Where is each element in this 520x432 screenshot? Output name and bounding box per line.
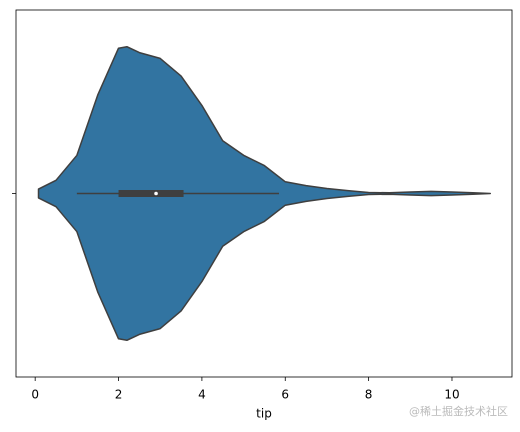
x-tick-label: 8 (365, 388, 373, 402)
x-axis-label: tip (256, 407, 272, 421)
watermark: @稀土掘金技术社区 (409, 404, 508, 418)
x-tick-label: 10 (444, 388, 459, 402)
x-tick-label: 4 (198, 388, 206, 402)
box (118, 190, 184, 197)
axes-frame (15, 9, 513, 378)
x-tick-label: 2 (115, 388, 123, 402)
x-tick-label: 6 (281, 388, 289, 402)
x-tick-label: 0 (31, 388, 39, 402)
median (154, 191, 158, 196)
